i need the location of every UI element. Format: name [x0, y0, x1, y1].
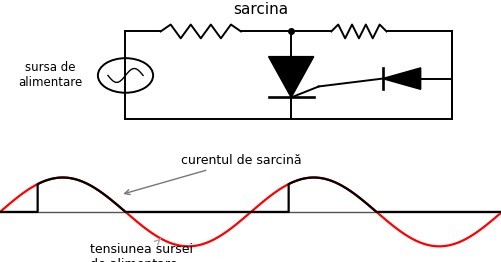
Text: curentul de sarcină: curentul de sarcină: [124, 154, 301, 195]
Text: sursa de
alimentare: sursa de alimentare: [18, 62, 82, 89]
Text: sarcina: sarcina: [233, 2, 288, 17]
Polygon shape: [268, 57, 313, 97]
Text: tensiunea sursei
de alimentare: tensiunea sursei de alimentare: [90, 239, 193, 262]
Polygon shape: [382, 68, 420, 89]
